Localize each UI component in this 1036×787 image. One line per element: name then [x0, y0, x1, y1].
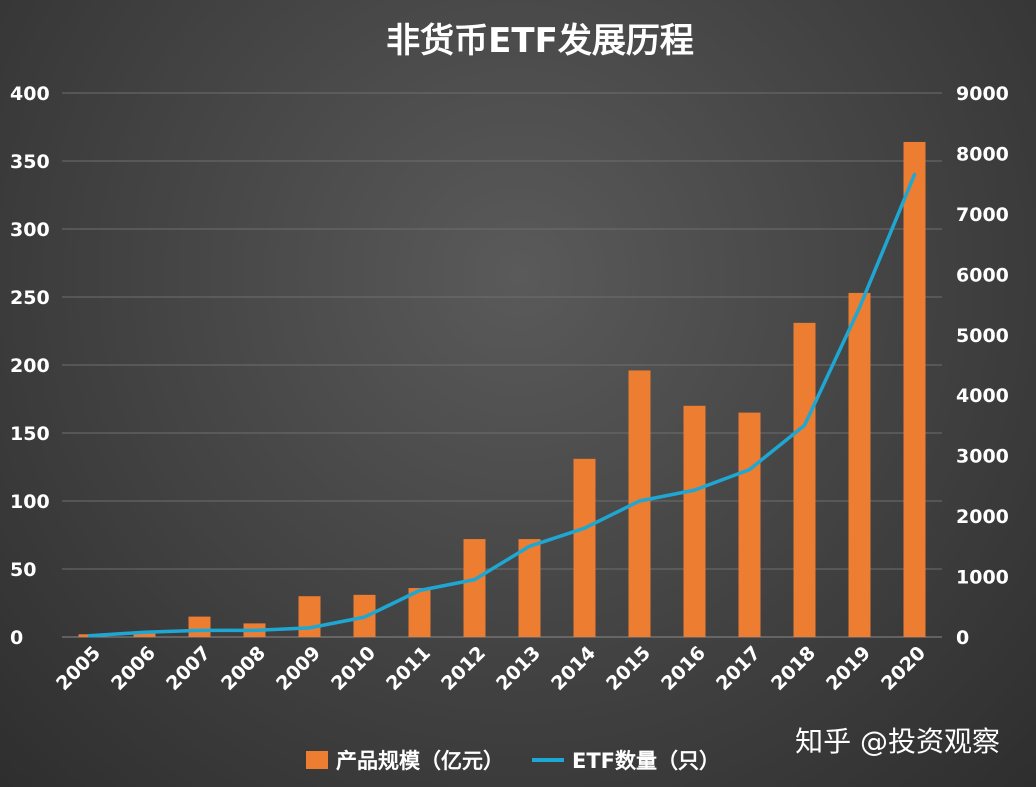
bar: [903, 141, 926, 637]
y-right-tick-label: 3000: [956, 446, 1009, 468]
x-tick-label: 2015: [602, 642, 655, 695]
line-series: [87, 172, 917, 638]
x-tick-label: 2017: [712, 642, 765, 695]
bar: [738, 412, 761, 637]
legend-label-bar: 产品规模（亿元）: [336, 749, 504, 773]
y-left-tick-label: 350: [10, 151, 50, 173]
x-tick-label: 2008: [217, 642, 270, 695]
legend: 产品规模（亿元） ETF数量（只）: [306, 749, 720, 773]
y-right-tick-label: 9000: [956, 83, 1009, 105]
x-tick-label: 2013: [492, 642, 545, 695]
bar: [793, 322, 816, 637]
chart-title: 非货币ETF发展历程: [386, 21, 694, 61]
x-tick-label: 2005: [52, 642, 105, 695]
y-left-tick-label: 250: [10, 287, 50, 309]
x-tick-label: 2006: [107, 642, 160, 695]
bar: [298, 596, 321, 637]
y-right-tick-label: 7000: [956, 204, 1009, 226]
x-tick-label: 2009: [272, 642, 325, 695]
y-left-tick-label: 100: [10, 491, 50, 513]
x-axis: 2005 2006 2007 2008 2009 2010 2011 2012 2013 2014…: [52, 642, 930, 695]
bar: [408, 588, 431, 637]
watermark-text: 知乎 @投资观察: [795, 725, 1000, 758]
x-tick-label: 2007: [162, 642, 215, 695]
y-right-tick-label: 0: [956, 627, 969, 649]
x-tick-label: 2020: [877, 642, 930, 695]
y-left-tick-label: 400: [10, 83, 50, 105]
bar: [848, 292, 871, 637]
y-right-tick-label: 4000: [956, 385, 1009, 407]
x-tick-label: 2010: [327, 642, 380, 695]
bar: [133, 631, 156, 637]
y-axis-left: 400 350 300 250 200 150 100 50 0: [10, 83, 50, 649]
legend-label-line: ETF数量（只）: [572, 749, 720, 773]
y-right-tick-label: 8000: [956, 143, 1009, 165]
y-right-tick-label: 6000: [956, 264, 1009, 286]
y-left-tick-label: 300: [10, 219, 50, 241]
bar: [518, 539, 541, 637]
x-tick-label: 2018: [767, 642, 820, 695]
x-tick-label: 2016: [657, 642, 710, 695]
bar: [573, 458, 596, 637]
x-tick-label: 2014: [547, 642, 600, 695]
y-left-tick-label: 50: [10, 559, 36, 581]
y-right-tick-label: 1000: [956, 567, 1009, 589]
line-path: [87, 172, 917, 638]
bar: [463, 539, 486, 637]
bar: [628, 370, 651, 637]
bar-series: [78, 141, 926, 637]
y-right-tick-label: 2000: [956, 506, 1009, 528]
x-tick-label: 2019: [822, 642, 875, 695]
x-tick-label: 2012: [437, 642, 490, 695]
bar: [188, 616, 211, 637]
y-left-tick-label: 150: [10, 423, 50, 445]
gridlines: [62, 92, 942, 638]
y-left-tick-label: 0: [10, 627, 23, 649]
x-tick-label: 2011: [382, 642, 435, 695]
y-left-tick-label: 200: [10, 355, 50, 377]
legend-swatch-bar: [306, 751, 328, 769]
bar: [683, 405, 706, 637]
y-axis-right: 9000 8000 7000 6000 5000 4000 3000 2000 1000 0: [956, 83, 1009, 649]
y-right-tick-label: 5000: [956, 325, 1009, 347]
